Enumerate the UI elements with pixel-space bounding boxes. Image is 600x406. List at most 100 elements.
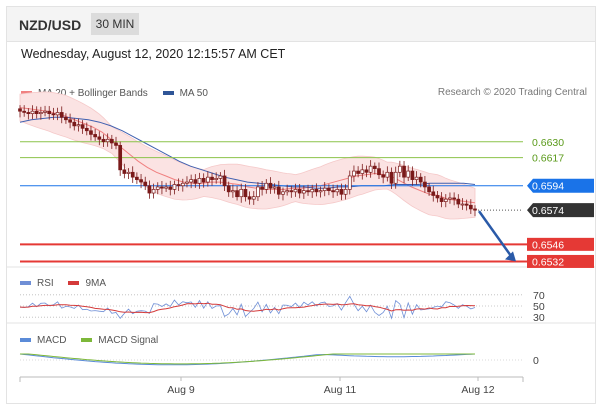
candle	[381, 174, 386, 178]
candle	[352, 170, 356, 177]
candle	[147, 185, 152, 194]
macd-legend: MACD MACD Signal	[20, 334, 170, 346]
chart-widget: NZD/USD 30 MIN Wednesday, August 12, 202…	[6, 6, 596, 404]
candle	[30, 110, 35, 115]
candle	[360, 169, 365, 174]
candle	[139, 179, 143, 183]
candle	[256, 186, 260, 198]
rsi-ma-line	[19, 302, 476, 314]
candle	[276, 186, 281, 195]
candle	[193, 179, 198, 184]
candle	[105, 138, 110, 143]
candle	[310, 189, 315, 193]
candle	[314, 189, 319, 193]
resistance-label: 0.6617	[532, 153, 564, 165]
candle	[456, 198, 461, 205]
candle	[302, 190, 306, 194]
candle	[468, 204, 473, 210]
legend-ma50-label: MA 50	[179, 87, 208, 99]
candle	[231, 190, 235, 193]
candle	[272, 186, 277, 189]
candle	[47, 110, 52, 115]
candle	[473, 208, 477, 211]
candle	[160, 186, 164, 189]
candle	[339, 189, 344, 195]
forecast-arrow-head	[505, 251, 516, 262]
candle	[268, 182, 273, 189]
candle	[377, 168, 381, 176]
candle	[335, 189, 340, 193]
candle	[264, 182, 269, 190]
support-tag	[527, 237, 594, 251]
candle	[372, 165, 377, 169]
candle	[135, 176, 139, 180]
macd-signal-swatch	[81, 338, 93, 342]
candle	[414, 176, 419, 180]
candle	[180, 182, 185, 187]
candle	[293, 189, 298, 193]
candle	[172, 184, 177, 190]
candle	[22, 110, 27, 113]
forecast-arrow-shaft	[477, 210, 514, 259]
candle	[109, 138, 114, 144]
candle	[122, 169, 127, 174]
x-tick-label: Aug 12	[461, 384, 494, 396]
candle	[318, 190, 323, 193]
rsi-tick-label: 30	[533, 312, 545, 324]
candle	[84, 127, 89, 132]
candle	[80, 124, 85, 129]
macd-tick-label: 0	[533, 355, 539, 367]
pivot-label: 0.6594	[532, 181, 564, 193]
candle	[197, 178, 202, 184]
candle	[201, 178, 206, 183]
legend-rsi-ma-label: 9MA	[85, 277, 107, 289]
candle	[260, 186, 264, 190]
rsi-line	[19, 295, 476, 320]
candle	[43, 110, 47, 113]
candle	[151, 189, 156, 194]
candle	[406, 170, 411, 178]
candle	[410, 170, 415, 180]
support-label: 0.6546	[532, 239, 564, 251]
interval-button[interactable]: 30 MIN	[91, 13, 139, 35]
candle	[347, 175, 352, 190]
candle	[281, 191, 285, 195]
candle	[356, 170, 360, 174]
candle	[239, 189, 244, 198]
candle	[393, 171, 398, 184]
macd-signal-line	[20, 353, 475, 365]
current-price-label: 0.6574	[532, 205, 564, 217]
pivot-tag	[527, 178, 594, 193]
candle	[130, 171, 135, 178]
support-label: 0.6532	[532, 256, 564, 268]
candle	[443, 198, 448, 202]
candle	[243, 189, 248, 198]
current-price-tag	[527, 203, 594, 218]
candle	[118, 145, 123, 171]
candle	[368, 165, 373, 173]
candle	[59, 112, 64, 118]
candle	[364, 169, 369, 173]
candle	[427, 186, 431, 193]
candle	[439, 197, 444, 202]
candle	[460, 203, 465, 206]
candle	[251, 196, 256, 200]
candle	[76, 124, 81, 127]
candle	[126, 171, 131, 174]
candle	[210, 176, 214, 180]
candle	[93, 134, 97, 138]
candle	[18, 108, 22, 112]
timestamp: Wednesday, August 12, 2020 12:15:57 AM C…	[21, 47, 286, 61]
candle	[226, 185, 231, 193]
candle	[164, 186, 168, 189]
candle	[306, 190, 310, 193]
candle	[343, 189, 348, 195]
candle	[72, 121, 77, 127]
candle	[89, 130, 93, 135]
rsi-swatch	[20, 281, 31, 285]
candle	[389, 171, 394, 184]
rsi-legend: RSI 9MA	[20, 277, 118, 289]
candle	[331, 190, 335, 193]
candle	[423, 181, 427, 188]
